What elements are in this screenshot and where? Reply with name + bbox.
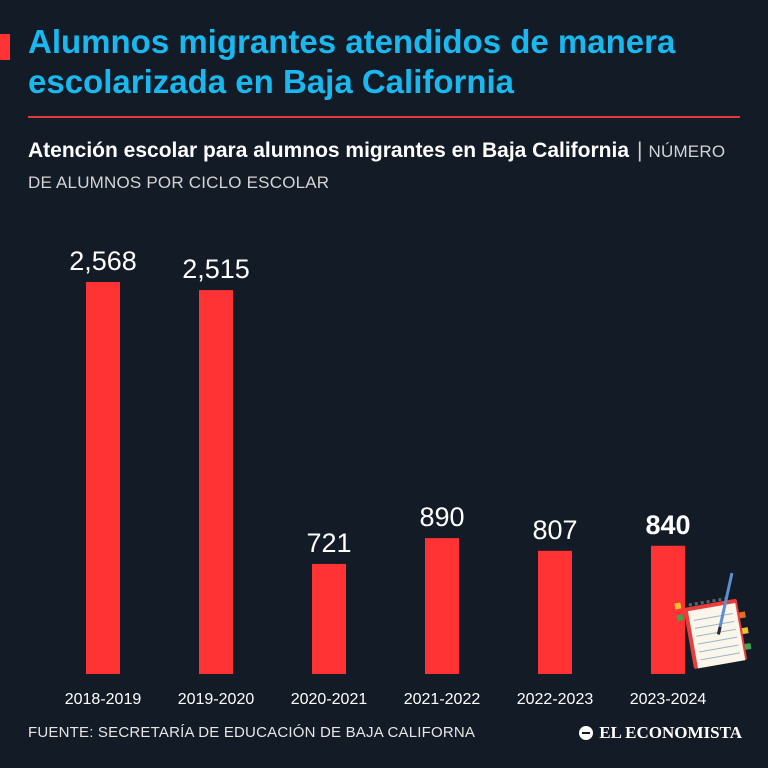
value-labels: 2,568 2,515 721 890 807 840 <box>69 246 690 558</box>
title-accent-bar <box>0 34 10 60</box>
category-label-2021-2022: 2021-2022 <box>404 691 481 708</box>
value-label-2021-2022: 890 <box>419 502 464 532</box>
category-label-2018-2019: 2018-2019 <box>65 691 142 708</box>
bar-2022-2023 <box>538 550 572 674</box>
bar-series <box>86 282 685 674</box>
brand-mark-icon <box>579 726 594 740</box>
value-label-2020-2021: 721 <box>306 528 351 558</box>
value-label-2023-2024: 840 <box>645 510 690 540</box>
subtitle-separator: | <box>637 139 643 162</box>
chart-subtitle-main: Atención escolar para alumnos migrantes … <box>28 139 630 162</box>
notebook-pencil-icon <box>674 572 752 669</box>
value-label-2018-2019: 2,568 <box>69 246 137 276</box>
bar-2019-2020 <box>199 290 233 674</box>
category-label-2019-2020: 2019-2020 <box>178 691 255 708</box>
chart-subtitle: Atención escolar para alumnos migrantes … <box>28 136 748 198</box>
bar-2021-2022 <box>425 538 459 674</box>
footer-source: FUENTE: SECRETARÍA DE EDUCACIÓN DE BAJA … <box>28 724 476 741</box>
bar-2023-2024 <box>651 545 685 674</box>
value-label-2022-2023: 807 <box>532 515 577 545</box>
category-label-2023-2024: 2023-2024 <box>630 691 707 708</box>
value-label-2019-2020: 2,515 <box>182 254 250 284</box>
page-title: Alumnos migrantes atendidos de manera es… <box>28 23 676 100</box>
chart-unit-label: NÚMERO DE ALUMNOS POR CICLO ESCOLAR <box>28 142 726 192</box>
brand-name: EL ECONOMISTA <box>599 723 742 742</box>
title-divider <box>28 116 740 118</box>
bar-2018-2019 <box>86 282 120 674</box>
category-labels: 2018-2019 2019-2020 2020-2021 2021-2022 2022… <box>65 691 707 708</box>
brand-logo: EL ECONOMISTA <box>579 723 742 743</box>
category-label-2022-2023: 2022-2023 <box>517 691 594 708</box>
bar-2020-2021 <box>312 563 346 674</box>
category-label-2020-2021: 2020-2021 <box>291 691 368 708</box>
